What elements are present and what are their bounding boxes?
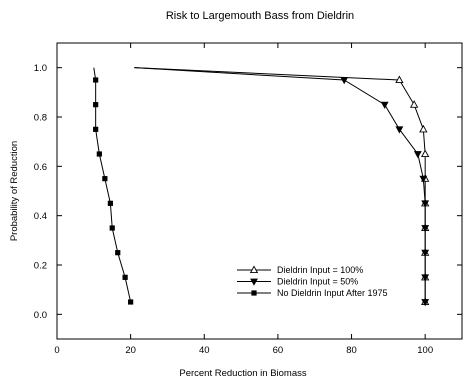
data-point <box>115 250 121 256</box>
y-tick-label: 0.0 <box>34 310 47 321</box>
x-tick-label: 0 <box>54 345 59 356</box>
data-point <box>380 101 389 109</box>
data-point <box>421 200 430 208</box>
legend-marker <box>249 265 259 274</box>
data-point <box>395 126 404 134</box>
data-point <box>93 102 99 108</box>
legend-label: Dieldrin Input = 50% <box>277 277 358 287</box>
data-point <box>421 274 430 282</box>
x-tick-label: 100 <box>417 345 433 356</box>
legend-marker <box>250 278 258 286</box>
data-point <box>419 175 428 183</box>
plot-frame <box>56 42 463 340</box>
x-tick-label: 20 <box>125 345 136 356</box>
data-point <box>421 299 430 307</box>
data-point <box>421 149 430 158</box>
data-point <box>93 126 99 132</box>
legend: Dieldrin Input = 100% Dieldrin Input = 50… <box>237 265 388 298</box>
axis-ticks: 0 20 40 60 80 100 0.0 0.2 0.4 0.6 0.8 1.0 <box>34 43 462 356</box>
y-tick-label: 0.2 <box>34 261 47 272</box>
data-point <box>340 77 349 85</box>
data-point <box>409 100 419 108</box>
legend-item: Dieldrin Input = 50% <box>237 277 358 287</box>
legend-marker <box>251 290 257 296</box>
data-point <box>96 151 102 157</box>
data-point <box>128 299 134 305</box>
x-tick-label: 80 <box>346 345 357 356</box>
data-point <box>421 249 430 257</box>
legend-item: No Dieldrin Input After 1975 <box>237 288 388 298</box>
y-tick-label: 0.4 <box>34 211 47 222</box>
x-tick-label: 60 <box>273 345 284 356</box>
y-tick-label: 0.8 <box>34 113 47 124</box>
data-point <box>122 274 128 280</box>
data-point <box>421 225 430 233</box>
data-point <box>413 151 422 159</box>
data-point <box>109 225 115 231</box>
y-tick-label: 0.6 <box>34 162 47 173</box>
x-axis-label: Percent Reduction in Biomass <box>179 368 307 379</box>
legend-item: Dieldrin Input = 100% <box>237 265 363 275</box>
data-point <box>93 77 99 83</box>
data-point <box>419 124 428 133</box>
data-point <box>102 176 108 182</box>
legend-label: Dieldrin Input = 100% <box>277 265 363 275</box>
chart-title: Risk to Largemouth Bass from Dieldrin <box>166 10 354 22</box>
data-point <box>395 75 404 84</box>
y-axis-label: Probability of Reduction <box>9 141 20 241</box>
y-tick-label: 1.0 <box>34 63 47 74</box>
series-line <box>93 67 132 303</box>
data-point <box>107 200 113 206</box>
x-tick-label: 40 <box>199 345 210 356</box>
series-3 <box>93 67 134 305</box>
series-2 <box>134 67 430 307</box>
legend-label: No Dieldrin Input After 1975 <box>277 288 388 298</box>
series-layer <box>93 67 430 307</box>
